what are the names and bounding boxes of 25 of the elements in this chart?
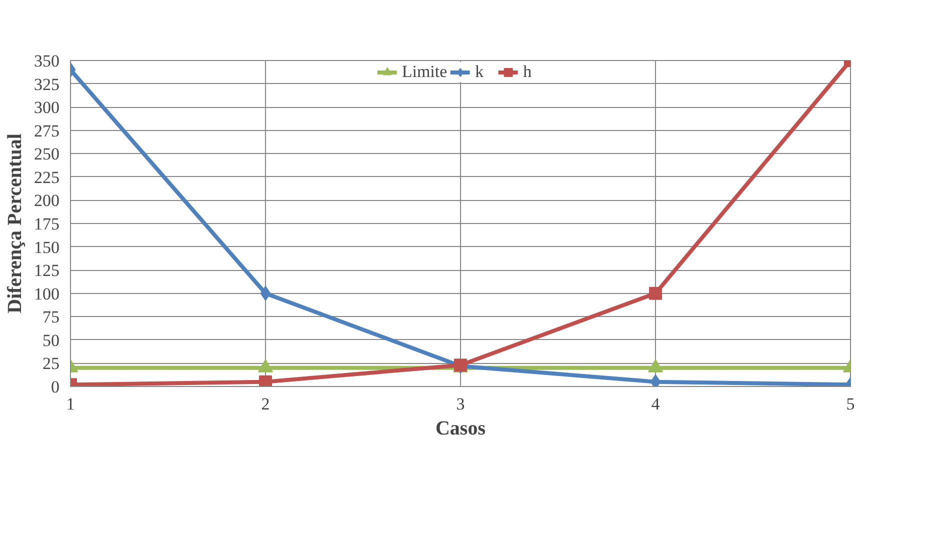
- x-axis-title: Casos: [435, 418, 486, 440]
- legend-label: h: [523, 62, 533, 82]
- x-tick-label: 4: [651, 394, 660, 414]
- y-tick-label: 125: [34, 261, 60, 280]
- y-tick-label: 325: [34, 74, 60, 94]
- y-tick-label: 350: [34, 52, 60, 70]
- y-tick-label: 225: [34, 168, 60, 187]
- y-tick-label: 275: [34, 121, 60, 140]
- y-tick-label: 200: [34, 191, 60, 210]
- x-tick-label: 1: [66, 394, 75, 414]
- y-tick-label: 100: [34, 284, 60, 304]
- y-tick-label: 250: [34, 144, 60, 164]
- x-tick-label: 3: [456, 394, 465, 414]
- legend-label: k: [475, 62, 485, 82]
- y-tick-label: 0: [51, 378, 60, 396]
- y-tick-label: 175: [34, 214, 60, 234]
- y-tick-label: 50: [42, 330, 60, 350]
- legend-label: Limite: [402, 62, 448, 82]
- x-tick-label: 5: [846, 394, 855, 414]
- y-tick-label: 25: [42, 354, 60, 374]
- x-tick-label: 2: [261, 394, 270, 414]
- y-tick-label: 75: [42, 308, 60, 327]
- y-tick-label: 300: [34, 98, 60, 118]
- y-axis-title: Diferença Percentual: [4, 133, 26, 314]
- y-tick-label: 150: [34, 238, 60, 257]
